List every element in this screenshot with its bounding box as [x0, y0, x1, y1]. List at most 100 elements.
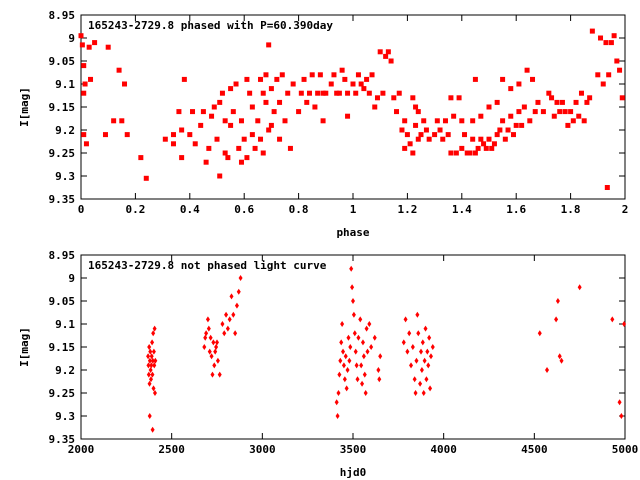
phased-data-point	[377, 49, 383, 55]
phased-data-point	[122, 81, 128, 87]
unphased-data-point	[413, 390, 418, 396]
unphased-ytick-label: 9.25	[49, 387, 76, 400]
unphased-xtick-label: 2000	[68, 443, 95, 456]
unphased-data-point	[362, 371, 367, 378]
unphased-ytick-label: 9	[68, 272, 75, 285]
unphased-data-point	[410, 344, 415, 350]
phased-data-point	[402, 145, 408, 151]
phased-data-point	[391, 95, 397, 101]
phased-data-point	[614, 58, 620, 64]
unphased-data-point	[343, 353, 348, 360]
unphased-data-point	[344, 385, 349, 392]
unphased-data-point	[345, 367, 350, 373]
phased-data-point	[500, 118, 506, 124]
unphased-data-point	[229, 293, 234, 300]
phased-data-point	[320, 90, 326, 96]
phased-data-point	[491, 141, 497, 147]
phased-data-point	[323, 90, 329, 96]
phased-data-point	[247, 90, 253, 96]
phased-data-point	[342, 76, 348, 82]
unphased-data-point	[227, 316, 232, 323]
unphased-data-point	[150, 371, 155, 378]
unphased-xtick-label: 3500	[340, 443, 367, 456]
phased-data-point	[81, 132, 87, 138]
unphased-ytick-label: 9.3	[55, 410, 75, 423]
phased-data-point	[546, 90, 552, 96]
phased-data-point	[608, 40, 614, 46]
phased-data-point	[206, 145, 212, 151]
phased-data-point	[162, 136, 168, 142]
phased-y-ticks: 8.95 9 9.05 9.1 9.15 9.2 9.25 9.3 9.35	[49, 9, 625, 206]
phased-data-point	[402, 118, 408, 124]
unphased-data-point	[152, 390, 157, 396]
phased-xtick-label: 2	[622, 203, 629, 216]
unphased-data-point	[206, 325, 211, 332]
phased-xlabel: phase	[336, 226, 369, 239]
unphased-ylabel: I[mag]	[18, 327, 31, 367]
phased-data-point	[494, 132, 500, 138]
phased-data-point	[353, 90, 359, 96]
unphased-data-point	[334, 399, 339, 406]
phased-data-point	[600, 81, 606, 87]
phased-data-point	[472, 150, 478, 156]
unphased-data-point	[203, 334, 208, 341]
unphased-data-point	[202, 344, 207, 350]
phased-data-point	[298, 90, 304, 96]
unphased-data-point	[236, 288, 241, 295]
phased-xtick-label: 1.6	[506, 203, 526, 216]
unphased-data-point	[208, 334, 213, 341]
phased-data-point	[483, 145, 489, 151]
unphased-data-point	[545, 367, 550, 373]
unphased-data-point	[617, 399, 622, 406]
unphased-xtick-label: 2500	[158, 443, 185, 456]
phased-data-point	[268, 122, 274, 128]
phased-xtick-label: 0.2	[125, 203, 145, 216]
phased-data-point	[78, 33, 84, 39]
phased-chart: 165243-2729.8 phased with P=60.390day ph…	[18, 9, 628, 239]
unphased-data-point	[340, 321, 345, 327]
phased-data-point	[244, 76, 250, 82]
phased-data-point	[478, 113, 484, 119]
unphased-data-point	[360, 380, 365, 387]
phased-data-point	[505, 127, 511, 133]
unphased-data-point	[347, 357, 352, 364]
unphased-data-point	[403, 316, 408, 323]
phased-data-point	[350, 81, 356, 87]
phased-data-point	[228, 86, 234, 92]
phased-data-point	[274, 76, 280, 82]
phased-ytick-label: 9.25	[49, 147, 76, 160]
phased-data-point	[233, 81, 239, 87]
phased-data-point	[203, 159, 209, 165]
phased-data-point	[604, 185, 610, 190]
unphased-xtick-label: 4000	[430, 443, 457, 456]
unphased-data-point	[151, 385, 156, 392]
phased-data-point	[519, 122, 525, 128]
unphased-data-point	[147, 344, 152, 350]
phased-data-point	[222, 118, 228, 124]
unphased-data-point	[412, 376, 417, 383]
unphased-data-point	[231, 311, 236, 318]
phased-data-point	[559, 99, 565, 105]
phased-data-point	[249, 132, 255, 138]
phased-data-point	[176, 109, 182, 115]
phased-data-point	[82, 81, 88, 87]
phased-data-point	[399, 127, 405, 133]
phased-data-point	[549, 95, 555, 101]
unphased-data-point	[217, 371, 222, 378]
phased-data-point	[334, 90, 340, 96]
unphased-x-ticks: 2000 2500 3000 3500 4000 4500 5000	[68, 255, 638, 456]
unphased-data-point	[220, 321, 225, 327]
phased-data-point	[238, 118, 244, 124]
phased-data-point	[315, 90, 321, 96]
unphased-data-point	[427, 334, 432, 341]
unphased-data-point	[425, 348, 430, 355]
unphased-data-point	[224, 311, 229, 318]
phased-data-point	[263, 99, 269, 105]
unphased-data-point	[405, 348, 410, 355]
phased-data-point	[119, 118, 125, 124]
unphased-data-point	[418, 380, 423, 387]
phased-data-point	[510, 132, 516, 138]
phased-data-point	[170, 132, 176, 138]
phased-xtick-label: 0	[78, 203, 85, 216]
phased-data-point	[448, 95, 454, 101]
